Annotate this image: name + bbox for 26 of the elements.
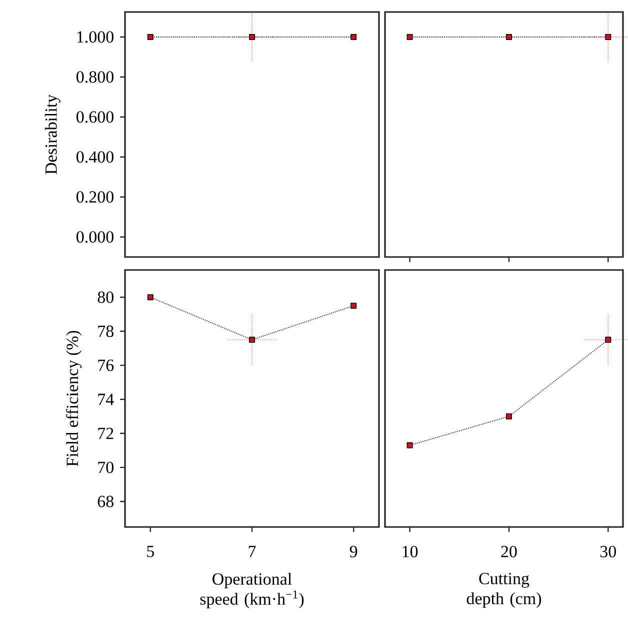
point (350, 302, 357, 309)
y-tick-label: 1.000 (77, 31, 114, 43)
x-tick-label: 7 (248, 546, 256, 557)
x-tick-label: 10 (402, 546, 418, 558)
y-axis-title: Field efficiency (%) (66, 330, 82, 466)
x-tick-label: 20 (501, 546, 517, 558)
y-tick-label: 80 (98, 291, 114, 303)
y-tick-label: 0.800 (76, 71, 114, 83)
y-axis-title: Desirability (44, 94, 60, 174)
y-tick-label: 76 (98, 360, 114, 372)
y-tick-label: 0.000 (76, 231, 114, 243)
x-tick-label: 9 (350, 546, 358, 558)
y-tick-label: 72 (98, 428, 114, 440)
y-tick-label: 74 (98, 394, 114, 405)
point (248, 336, 255, 343)
y-tick-label: 0.200 (76, 191, 114, 203)
x-axis-title: Cutting depth (cm) (466, 572, 542, 608)
point (147, 294, 154, 300)
y-tick-label: 0.400 (76, 151, 114, 163)
y-tick-label: 78 (98, 326, 114, 338)
y-tick-label: 0.600 (76, 111, 114, 123)
x-tick-label: 30 (600, 546, 616, 558)
x-axis-title: Operational speed (km·h$^{−1}$) (200, 572, 304, 608)
y-tick-label: 70 (98, 462, 114, 474)
y-tick-label: 68 (98, 496, 114, 508)
x-tick-label: 5 (147, 546, 154, 558)
